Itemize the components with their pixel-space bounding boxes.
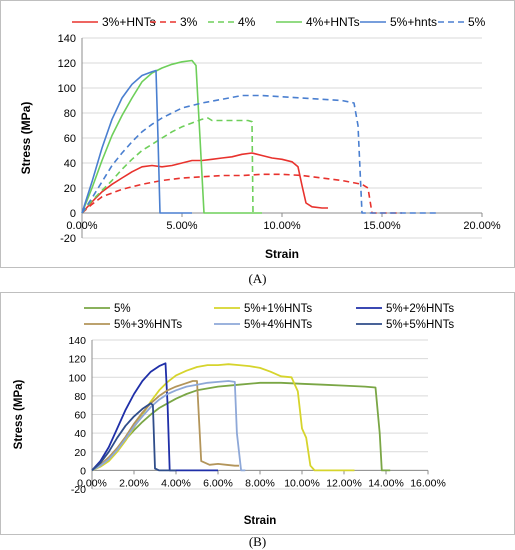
y-tick-label: 0 <box>80 465 86 477</box>
x-tick-label: 5.00% <box>166 220 197 232</box>
y-tick-label: -20 <box>60 233 76 245</box>
x-tick-label: 2.00% <box>119 477 149 489</box>
legend-label: 5% <box>468 15 486 29</box>
x-tick-label: 10.00% <box>263 220 301 232</box>
series-line-6 <box>91 402 176 472</box>
y-tick-label: 0 <box>70 208 76 220</box>
y-tick-label: 140 <box>68 335 86 347</box>
chart-panel-a: -20 0 20 40 60 80 100 120 140 0.00% 5.00% 10.00% 15.… <box>0 0 515 268</box>
series-line-5 <box>91 380 246 472</box>
y-tick-label: 20 <box>74 447 86 459</box>
series-line-2 <box>81 173 402 214</box>
y-tick-label: 20 <box>64 183 76 195</box>
panel-caption-b: (B) <box>248 534 267 549</box>
series-line-5 <box>81 69 192 214</box>
x-axis-title: Strain <box>244 515 277 527</box>
y-tick-label: 100 <box>58 83 76 95</box>
series-line-1 <box>81 152 328 214</box>
x-axis-title: Strain <box>265 247 299 261</box>
y-tick-label: 120 <box>68 354 86 366</box>
series-line-4 <box>81 59 262 214</box>
y-tick-label: 80 <box>74 391 86 403</box>
series-line-6 <box>81 94 438 214</box>
legend-label: 5% <box>114 303 131 315</box>
x-tick-label: 14.00% <box>368 477 404 489</box>
legend-label: 4%+HNTs <box>306 15 360 29</box>
y-tick-label: -20 <box>71 484 86 496</box>
y-tick-label: 40 <box>64 158 76 170</box>
y-tick-label: 60 <box>74 410 86 422</box>
legend-label: 5%+3%HNTs <box>114 319 182 331</box>
chart-panel-b: -20 0 20 40 60 80 100 120 140 0.00% 2.00% 4.00% 6.00… <box>0 292 515 535</box>
legend-label: 5%+hnts <box>390 15 437 29</box>
series-line-3 <box>81 117 254 214</box>
y-axis-title: Stress (MPa) <box>19 102 33 175</box>
legend-label: 4% <box>238 15 256 29</box>
panel-caption-a: (A) <box>248 271 267 286</box>
y-tick-label: 100 <box>68 372 86 384</box>
legend-label: 5%+1%HNTs <box>244 303 312 315</box>
legend-label: 3%+HNTs <box>102 15 156 29</box>
y-tick-label: 60 <box>64 133 76 145</box>
legend-label: 5%+5%HNTs <box>386 319 454 331</box>
stress-strain-chart-a: -20 0 20 40 60 80 100 120 140 0.00% 5.00% 10.00% 15.… <box>0 0 515 268</box>
x-tick-label: 12.00% <box>326 477 362 489</box>
x-tick-label: 20.00% <box>463 220 501 232</box>
legend-label: 5%+4%HNTs <box>244 319 312 331</box>
x-tick-label: 0.00% <box>77 477 107 489</box>
x-tick-label: 0.00% <box>66 220 97 232</box>
series-line-4 <box>91 380 239 472</box>
y-tick-label: 120 <box>58 58 76 70</box>
chart-frame <box>0 292 515 535</box>
x-tick-label: 8.00% <box>245 477 275 489</box>
x-tick-label: 4.00% <box>161 477 191 489</box>
y-axis-title: Stress (MPa) <box>13 380 25 450</box>
y-tick-label: 140 <box>58 33 76 45</box>
series-line-3 <box>91 362 218 472</box>
x-tick-label: 10.00% <box>284 477 320 489</box>
y-tick-label: 80 <box>64 108 76 120</box>
x-tick-label: 15.00% <box>363 220 401 232</box>
legend-label: 5%+2%HNTs <box>386 303 454 315</box>
x-tick-label: 6.00% <box>203 477 233 489</box>
x-tick-label: 16.00% <box>410 477 446 489</box>
stress-strain-chart-b: -20 0 20 40 60 80 100 120 140 0.00% 2.00% 4.00% 6.00… <box>0 292 515 535</box>
chart-frame <box>0 0 515 268</box>
legend-label: 3% <box>180 15 198 29</box>
y-tick-label: 40 <box>74 428 86 440</box>
